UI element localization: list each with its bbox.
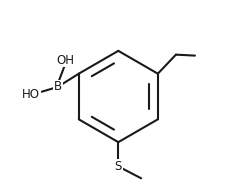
Text: S: S [115,160,122,173]
Text: OH: OH [57,54,74,67]
Text: B: B [54,80,62,93]
Text: HO: HO [22,88,40,101]
